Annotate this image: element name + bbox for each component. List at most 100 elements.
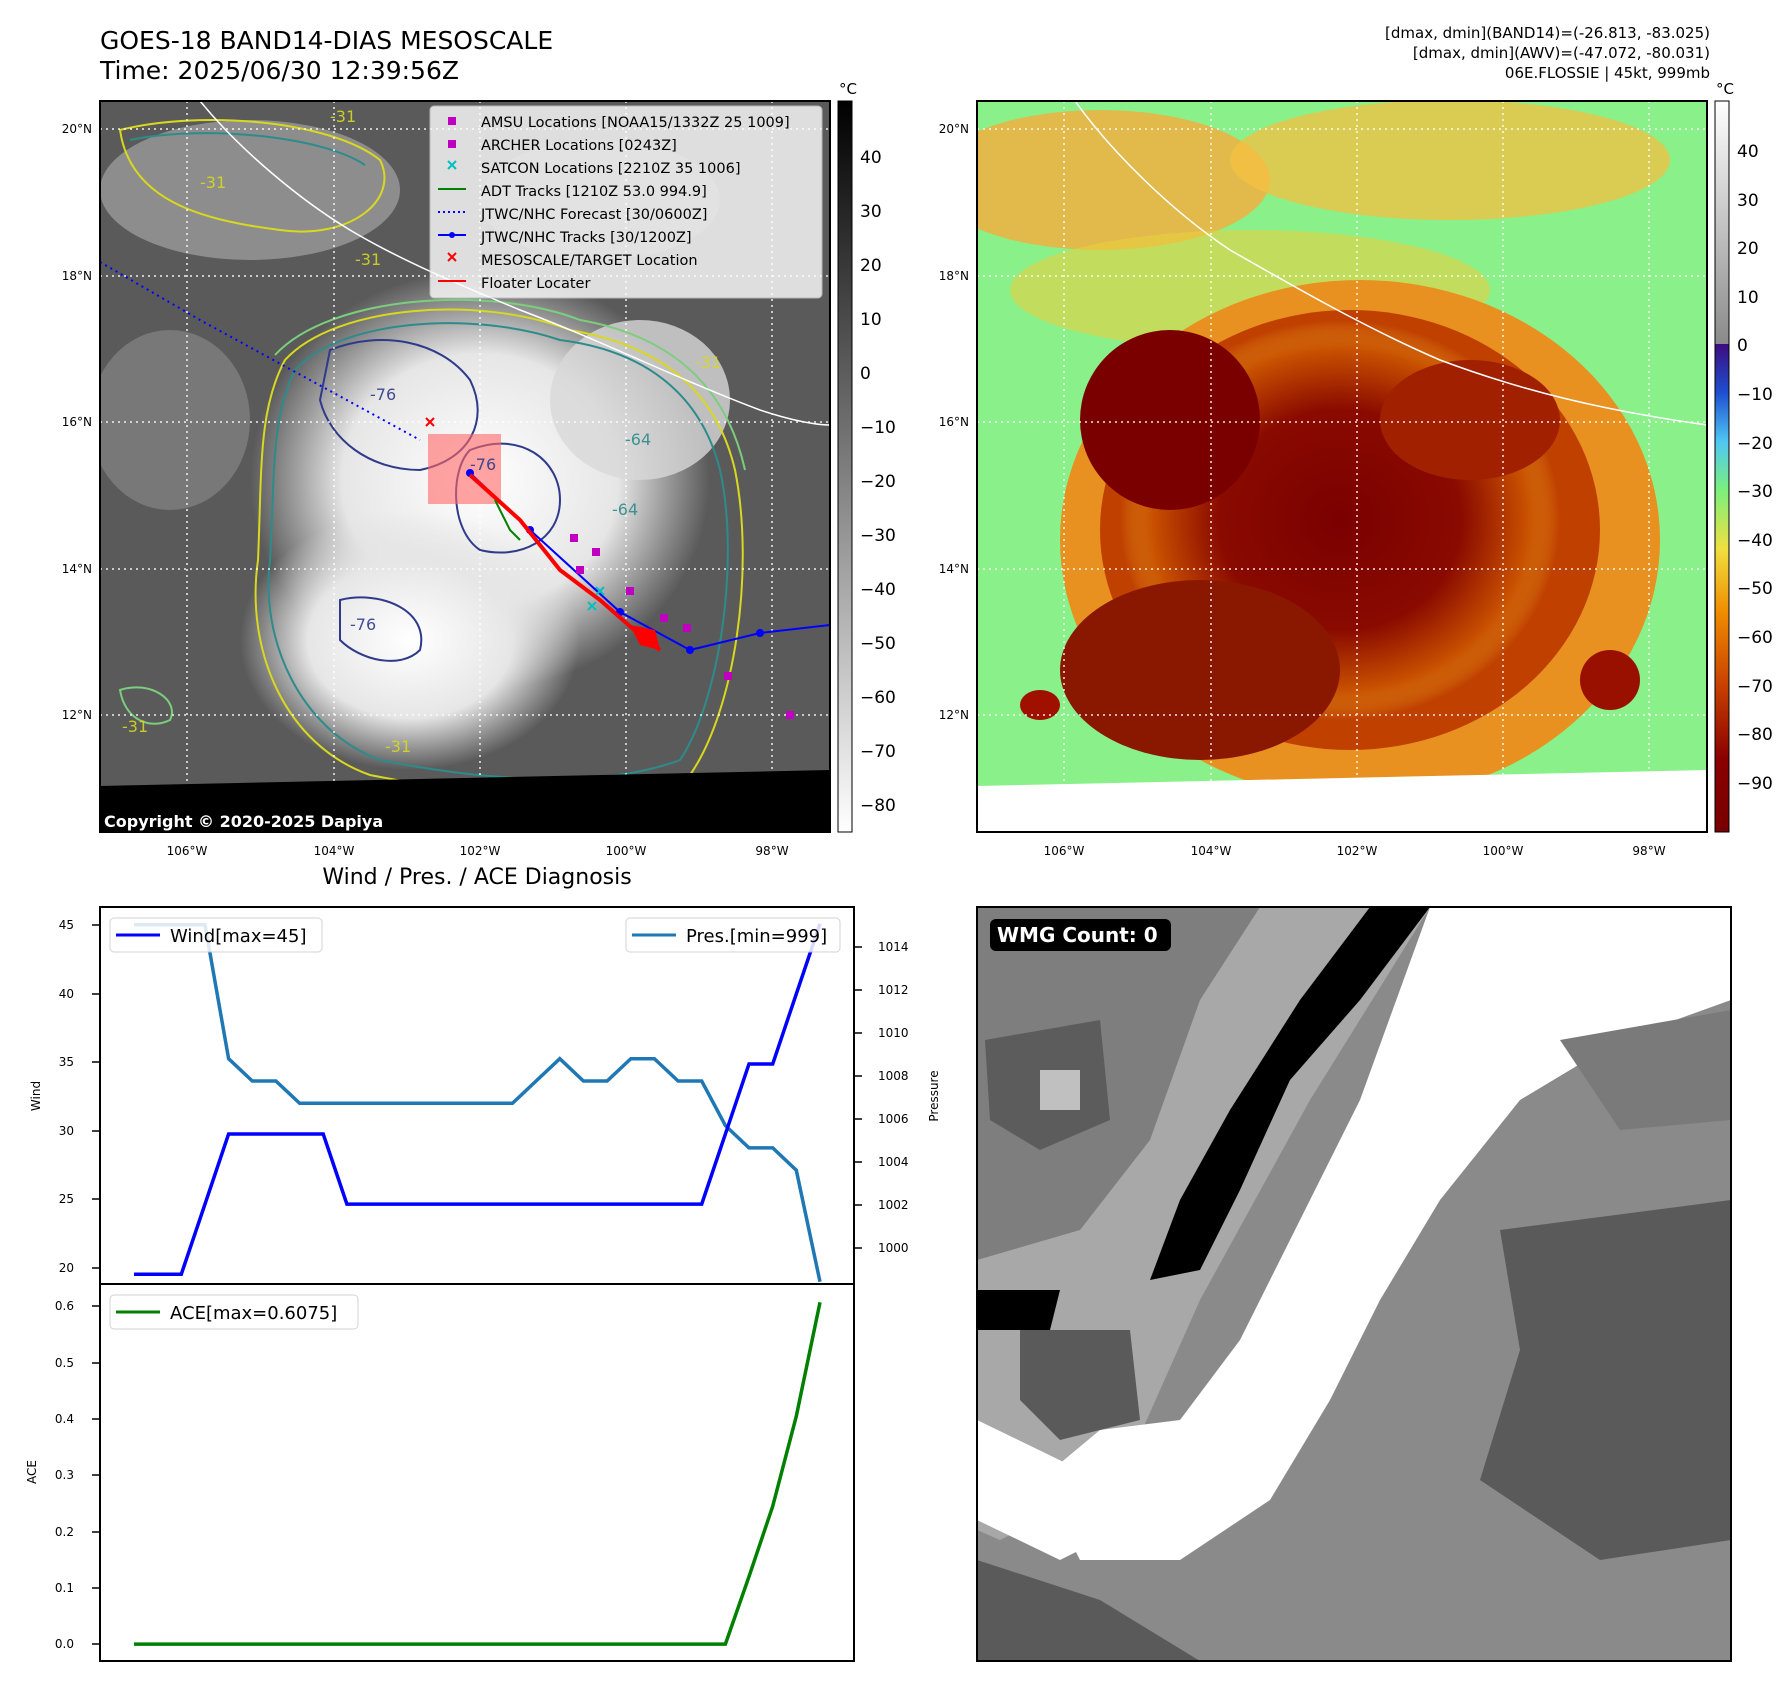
contour-label: -64 — [612, 500, 638, 519]
track-legend — [429, 105, 823, 299]
ace-panel — [99, 1283, 855, 1662]
ir-lon-label: 106°W — [167, 844, 208, 858]
enh-cbar-tick: −60 — [1737, 628, 1773, 648]
enh-cbar-tick: 10 — [1737, 288, 1759, 308]
legend-label-tracks: JTWC/NHC Tracks [30/1200Z] — [480, 230, 692, 246]
figure-title: GOES-18 BAND14-DIAS MESOSCALE — [100, 26, 554, 55]
ace-tick: 0.1 — [55, 1581, 74, 1595]
ir-colorbar-unit: °C — [839, 80, 857, 98]
copyright: Copyright © 2020-2025 Dapiya — [104, 812, 383, 831]
ir-cbar-tick: 0 — [860, 364, 871, 384]
ir-lon-label: 102°W — [460, 844, 501, 858]
legend-label-adt: ADT Tracks [1210Z 53.0 994.9] — [481, 184, 707, 200]
ir-colorbar-ticks: 40 30 20 10 0 −10 −20 −30 −40 −50 −60 −7… — [860, 148, 896, 816]
ir-lat-label: 16°N — [62, 415, 92, 429]
ace-legend-box — [109, 1294, 359, 1330]
enh-colorbar-ticks: 40 30 20 10 0 −10 −20 −30 −40 −50 −60 −7… — [1737, 142, 1773, 794]
contour-label: -31 — [695, 353, 721, 372]
enh-colorbar-unit: °C — [1716, 80, 1734, 98]
enh-cbar-tick: −80 — [1737, 725, 1773, 745]
legend-label-satcon: SATCON Locations [2210Z 35 1006] — [481, 161, 740, 177]
enh-lat-label: 16°N — [939, 415, 969, 429]
ace-legend-label: ACE[max=0.6075] — [170, 1303, 337, 1324]
wind-tick: 45 — [59, 918, 74, 932]
ir-lon-label: 100°W — [606, 844, 647, 858]
enhanced-map-panel — [976, 100, 1730, 833]
pres-tick: 1012 — [878, 983, 909, 997]
pres-legend-box — [625, 917, 841, 953]
contour-label: -76 — [470, 455, 496, 474]
enh-cbar-tick: −40 — [1737, 531, 1773, 551]
ace-axis-label: ACE — [25, 1460, 39, 1484]
contour-label: -31 — [385, 737, 411, 756]
ir-cbar-tick: −30 — [860, 526, 896, 546]
legend-labels: AMSU Locations [NOAA15/1332Z 25 1009] AR… — [480, 115, 790, 292]
ir-cbar-tick: 20 — [860, 256, 882, 276]
diagnosis-title: Wind / Pres. / ACE Diagnosis — [322, 865, 631, 890]
target-marker — [425, 417, 435, 427]
enh-cbar-tick: −20 — [1737, 434, 1773, 454]
wind-tick: 20 — [59, 1261, 74, 1275]
contour-label: -76 — [350, 615, 376, 634]
enh-lon-label: 98°W — [1632, 844, 1665, 858]
wmg-panel — [976, 906, 1732, 1662]
wmg-count-label: WMG Count: 0 — [997, 923, 1158, 947]
ir-lat-label: 18°N — [62, 269, 92, 283]
ir-lat-label: 14°N — [62, 562, 92, 576]
enh-cbar-tick: −10 — [1737, 385, 1773, 405]
enh-cbar-tick: 0 — [1737, 336, 1748, 356]
legend-label-amsu: AMSU Locations [NOAA15/1332Z 25 1009] — [481, 115, 790, 131]
enh-cbar-tick: 30 — [1737, 191, 1759, 211]
info-line-band14: [dmax, dmin](BAND14)=(-26.813, -83.025) — [1385, 24, 1710, 42]
info-line-awv: [dmax, dmin](AWV)=(-47.072, -80.031) — [1412, 44, 1710, 62]
contour-label: -76 — [370, 385, 396, 404]
wind-legend-label: Wind[max=45] — [170, 926, 307, 947]
wind-axis-label: Wind — [29, 1081, 43, 1111]
pres-tick: 1008 — [878, 1069, 909, 1083]
enh-lat-label: 12°N — [939, 708, 969, 722]
ace-tick: 0.2 — [55, 1525, 74, 1539]
wmg-black-band — [1150, 907, 1430, 1280]
enh-lat-label: 20°N — [939, 122, 969, 136]
wind-tick: 35 — [59, 1055, 74, 1069]
enh-cbar-tick: 40 — [1737, 142, 1759, 162]
ir-colorbar — [837, 100, 853, 833]
enh-gridlines — [977, 101, 1707, 832]
enh-cbar-tick: −70 — [1737, 677, 1773, 697]
pres-tick: 1010 — [878, 1026, 909, 1040]
legend-label-floater: Floater Locater — [481, 276, 590, 292]
ace-frame — [99, 1283, 855, 1662]
ir-map-frame — [99, 100, 831, 833]
ir-nodata — [100, 770, 830, 832]
pres-legend-label: Pres.[min=999] — [686, 926, 827, 947]
enh-map-frame — [976, 100, 1708, 833]
enh-lat-label: 18°N — [939, 269, 969, 283]
pres-tick: 1000 — [878, 1241, 909, 1255]
ir-cbar-tick: 40 — [860, 148, 882, 168]
pres-axis-label: Pressure — [927, 1070, 941, 1121]
enh-lon-label: 102°W — [1337, 844, 1378, 858]
ir-map-panel — [99, 100, 853, 833]
ir-cbar-tick: 10 — [860, 310, 882, 330]
legend-label-forecast: JTWC/NHC Forecast [30/0600Z] — [480, 207, 707, 223]
pres-tick: 1004 — [878, 1155, 909, 1169]
ace-tick: 0.4 — [55, 1412, 74, 1426]
ir-lat-label: 12°N — [62, 708, 92, 722]
pres-tick: 1014 — [878, 940, 909, 954]
wmg-frame — [976, 906, 1732, 1662]
enh-colorbar-bottom — [1715, 344, 1729, 832]
enh-colorbar-top — [1715, 101, 1729, 344]
ir-cbar-tick: −60 — [860, 688, 896, 708]
contour-label: -31 — [355, 250, 381, 269]
contour-31 — [267, 322, 729, 780]
enh-lat-label: 14°N — [939, 562, 969, 576]
ir-cbar-tick: −40 — [860, 580, 896, 600]
ir-coastline — [199, 101, 830, 426]
enh-nodata — [977, 770, 1707, 832]
enh-lon-label: 106°W — [1044, 844, 1085, 858]
wind-tick: 40 — [59, 987, 74, 1001]
contour-labels: -31 -31 -31 -76 -76 -76 -64 -64 -31 -31 … — [122, 107, 721, 756]
enh-cbar-tick: −90 — [1737, 774, 1773, 794]
ir-cbar-tick: −10 — [860, 418, 896, 438]
